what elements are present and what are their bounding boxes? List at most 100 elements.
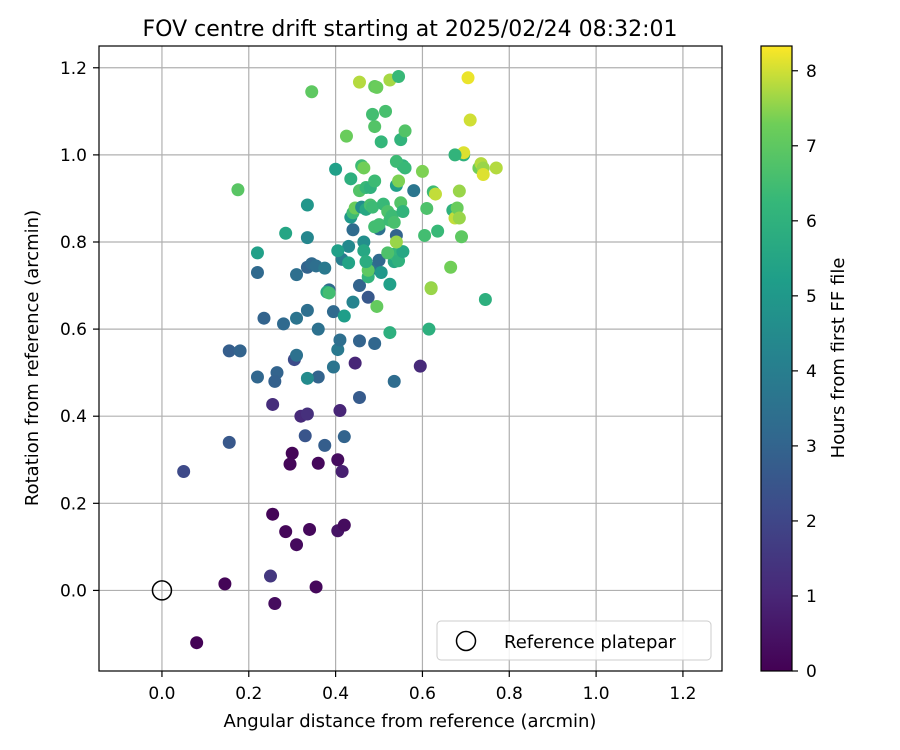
data-point <box>326 305 340 319</box>
data-point <box>396 205 410 219</box>
data-point <box>374 265 388 279</box>
data-point <box>322 286 336 300</box>
data-point <box>335 465 349 479</box>
data-point <box>452 184 466 198</box>
data-point <box>418 228 432 242</box>
plot-frame <box>98 45 723 672</box>
legend-box <box>436 620 712 661</box>
data-point <box>407 184 421 198</box>
data-point <box>250 370 264 384</box>
data-point <box>329 162 343 176</box>
data-point <box>387 374 401 388</box>
data-point <box>444 260 458 274</box>
data-point <box>309 580 323 594</box>
data-point <box>455 230 469 244</box>
data-point <box>311 322 325 336</box>
data-point <box>398 161 412 175</box>
data-point <box>257 311 271 325</box>
data-point <box>318 438 332 452</box>
colorbar-tick-label: 4 <box>806 362 817 382</box>
legend-reference-marker <box>455 630 477 652</box>
data-point <box>372 218 386 232</box>
colorbar-tick-label: 2 <box>806 512 817 532</box>
data-point <box>368 174 382 188</box>
colorbar-label: Hours from first FF file <box>828 258 849 459</box>
data-point <box>268 374 282 388</box>
reference-marker <box>151 580 173 601</box>
colorbar-tick-label: 6 <box>806 212 817 232</box>
data-point <box>305 85 319 99</box>
data-point <box>300 231 314 245</box>
colorbar <box>760 45 793 672</box>
colorbar-tick-label: 0 <box>806 662 817 682</box>
data-point <box>300 303 314 317</box>
data-point <box>250 246 264 260</box>
colorbar-tick-label: 8 <box>806 62 817 82</box>
data-point <box>379 104 393 118</box>
data-point <box>372 253 386 267</box>
data-point <box>333 404 347 418</box>
data-point <box>352 279 366 293</box>
data-point <box>231 183 245 197</box>
legend-label: Reference platepar <box>504 632 676 653</box>
colorbar-tick-label: 1 <box>806 587 817 607</box>
data-point <box>476 167 490 181</box>
y-tick-label: 0.0 <box>60 581 87 601</box>
data-point <box>346 223 360 237</box>
y-tick-label: 0.8 <box>60 233 87 253</box>
data-points <box>177 69 503 650</box>
data-point <box>303 522 317 536</box>
data-point <box>331 244 345 258</box>
data-point <box>346 295 360 309</box>
data-point <box>222 344 236 358</box>
data-point <box>339 129 353 143</box>
data-point <box>461 71 475 85</box>
data-point <box>326 360 340 374</box>
x-tick-label: 1.2 <box>669 684 696 704</box>
data-point <box>398 124 412 138</box>
data-point <box>387 215 401 229</box>
y-tick-label: 0.4 <box>60 407 87 427</box>
data-point <box>357 244 371 258</box>
data-point <box>370 299 384 313</box>
data-point <box>431 224 445 238</box>
data-point <box>366 200 380 214</box>
data-point <box>177 465 191 479</box>
data-point <box>383 326 397 340</box>
y-tick-label: 0.6 <box>60 320 87 340</box>
colorbar-ticks: 0 1 2 3 4 5 6 7 8 <box>792 62 817 682</box>
data-point <box>370 80 384 94</box>
data-point <box>318 261 332 275</box>
data-point <box>374 135 388 149</box>
data-point <box>290 348 304 362</box>
data-point <box>352 75 366 89</box>
x-axis-ticks: 0.0 0.2 0.4 0.6 0.8 1.0 1.2 <box>148 671 696 704</box>
x-tick-label: 1.0 <box>583 684 610 704</box>
data-point <box>352 334 366 348</box>
data-point <box>300 407 314 421</box>
data-point <box>389 235 403 249</box>
data-point <box>359 255 373 269</box>
data-point <box>333 333 347 347</box>
data-point <box>342 239 356 253</box>
data-point <box>463 113 477 127</box>
y-axis-ticks: 0.0 0.2 0.4 0.6 0.8 1.0 1.2 <box>60 59 99 601</box>
data-point <box>290 538 304 552</box>
data-point <box>266 507 280 521</box>
y-tick-label: 0.2 <box>60 494 87 514</box>
data-point <box>222 435 236 449</box>
data-point <box>290 268 304 282</box>
data-point <box>489 161 503 175</box>
x-tick-label: 0.2 <box>235 684 262 704</box>
data-point <box>311 370 325 384</box>
data-point <box>348 356 362 370</box>
data-point <box>396 245 410 259</box>
x-axis-label: Angular distance from reference (arcmin) <box>224 711 597 732</box>
data-point <box>381 246 395 260</box>
data-point <box>298 429 312 443</box>
data-point <box>366 107 380 121</box>
data-point <box>342 256 356 270</box>
data-point <box>337 518 351 532</box>
data-point <box>331 453 345 467</box>
data-point <box>422 322 436 336</box>
